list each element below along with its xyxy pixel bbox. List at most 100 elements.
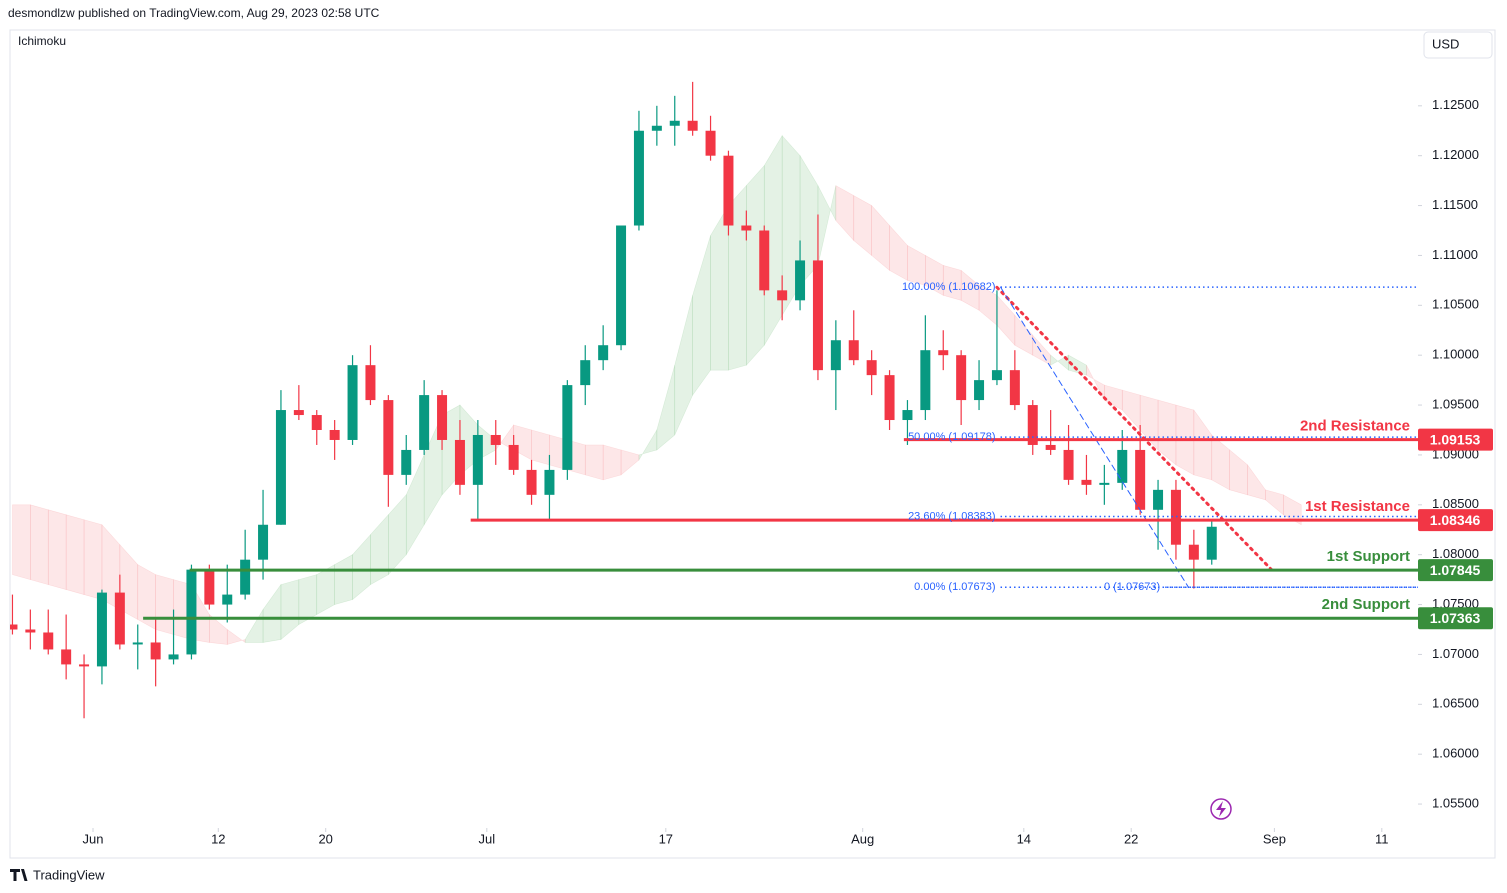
candle-body	[25, 629, 36, 633]
candle-body	[616, 225, 627, 346]
x-tick-label: Jul	[478, 831, 495, 846]
plot	[10, 81, 1418, 719]
candle-body	[150, 642, 161, 660]
candle-body	[1063, 449, 1074, 480]
cloud-segment	[1229, 449, 1248, 496]
cloud-segment	[316, 564, 335, 616]
y-tick-label: 1.05500	[1432, 795, 1479, 810]
currency[interactable]: USD	[1432, 36, 1459, 51]
candle-body	[902, 410, 913, 421]
candle-body	[43, 632, 54, 650]
candle-body	[365, 365, 376, 401]
candle-body	[454, 439, 465, 485]
y-tick-label: 1.11500	[1432, 197, 1478, 212]
cloud-segment	[1247, 463, 1266, 501]
cloud-segment	[30, 504, 49, 586]
candle-body	[10, 624, 18, 630]
candle-body	[1081, 479, 1092, 485]
price-tag	[1418, 428, 1493, 451]
x-tick-label: 11	[1375, 831, 1389, 846]
level-name: 2nd Resistance	[1300, 418, 1410, 435]
candle-body	[777, 290, 788, 301]
currency-box[interactable]	[1423, 31, 1493, 59]
price-tag	[1418, 509, 1493, 532]
y-tick-label: 1.09500	[1432, 396, 1479, 411]
candle-body	[884, 375, 895, 421]
trend-line	[1000, 286, 1189, 588]
candle-body	[526, 469, 537, 495]
price-tag-label: 1.07845	[1430, 562, 1481, 578]
candle-body	[920, 350, 931, 411]
candle-body	[79, 664, 90, 667]
cloud-segment	[101, 523, 121, 611]
cloud-segment	[889, 224, 908, 281]
cloud-segment	[871, 204, 890, 272]
cloud-segment	[65, 514, 85, 595]
y-tick-label: 1.10000	[1432, 347, 1479, 362]
fib-label: 50.00% (1.09178)	[908, 431, 995, 443]
candle-body	[329, 429, 340, 440]
cloud-segment	[746, 164, 765, 366]
candle-body	[723, 155, 734, 226]
candle-body	[437, 395, 448, 440]
cloud-segment	[710, 204, 729, 371]
publisher: desmondlzw published on TradingView.com,…	[8, 6, 380, 20]
candle-body	[490, 434, 501, 445]
cloud-segment	[1265, 489, 1284, 516]
price-tag-label: 1.07363	[1430, 610, 1481, 626]
candle-body	[991, 370, 1002, 381]
candle-body	[795, 260, 806, 301]
cloud-segment	[226, 628, 246, 645]
candle-body	[275, 410, 286, 525]
cloud-segment	[298, 574, 318, 626]
indicator: Ichimoku	[18, 34, 66, 48]
cloud-segment	[1193, 409, 1213, 481]
cloud-segment	[638, 428, 658, 462]
x-tick-label: 22	[1124, 831, 1138, 846]
cloud-segment	[12, 504, 31, 581]
candle-body	[580, 360, 591, 386]
candle-body	[1009, 370, 1020, 406]
cloud-segment	[423, 414, 443, 526]
y-tick-label: 1.06000	[1432, 746, 1479, 761]
candle-body	[830, 340, 841, 371]
y-tick-label: 1.10500	[1432, 297, 1479, 312]
candle-body	[848, 340, 859, 361]
cloud-segment	[155, 574, 174, 635]
cloud-segment	[137, 564, 156, 631]
candle-body	[633, 130, 644, 226]
candle-body	[562, 385, 573, 470]
candle-body	[1027, 405, 1038, 445]
x-tick-label: 17	[659, 831, 673, 846]
candle-body	[866, 360, 877, 376]
x-tick-label: Jun	[83, 831, 104, 846]
cloud-segment	[47, 509, 67, 590]
candle-body	[311, 415, 322, 430]
y-tick-label: 1.06500	[1432, 696, 1479, 711]
level-name: 1st Support	[1327, 548, 1410, 565]
alert-icon[interactable]	[1210, 798, 1232, 820]
cloud-segment	[531, 429, 550, 466]
candle-body	[759, 230, 770, 291]
cloud-segment	[405, 454, 425, 556]
candle-body	[1188, 544, 1199, 560]
candle-body	[1170, 489, 1181, 545]
cloud-segment	[352, 533, 371, 601]
candle-body	[956, 355, 967, 401]
cloud-segment	[960, 269, 980, 311]
candle-body	[938, 350, 949, 356]
y-tick-label: 1.12000	[1432, 147, 1479, 162]
candle-body	[508, 444, 519, 470]
cloud-segment	[83, 519, 103, 600]
candle-body	[240, 559, 251, 595]
x-tick-label: 20	[318, 831, 332, 846]
x-tick-label: 12	[211, 831, 225, 846]
cloud-segment	[728, 184, 747, 371]
candle-body	[651, 125, 662, 131]
y-tick-label: 1.11000	[1432, 247, 1478, 262]
cloud-segment	[942, 265, 962, 301]
cloud-segment	[1104, 384, 1123, 411]
cloud-segment	[1211, 434, 1230, 491]
cloud-segment	[817, 185, 837, 266]
cloud-segment	[244, 608, 264, 643]
